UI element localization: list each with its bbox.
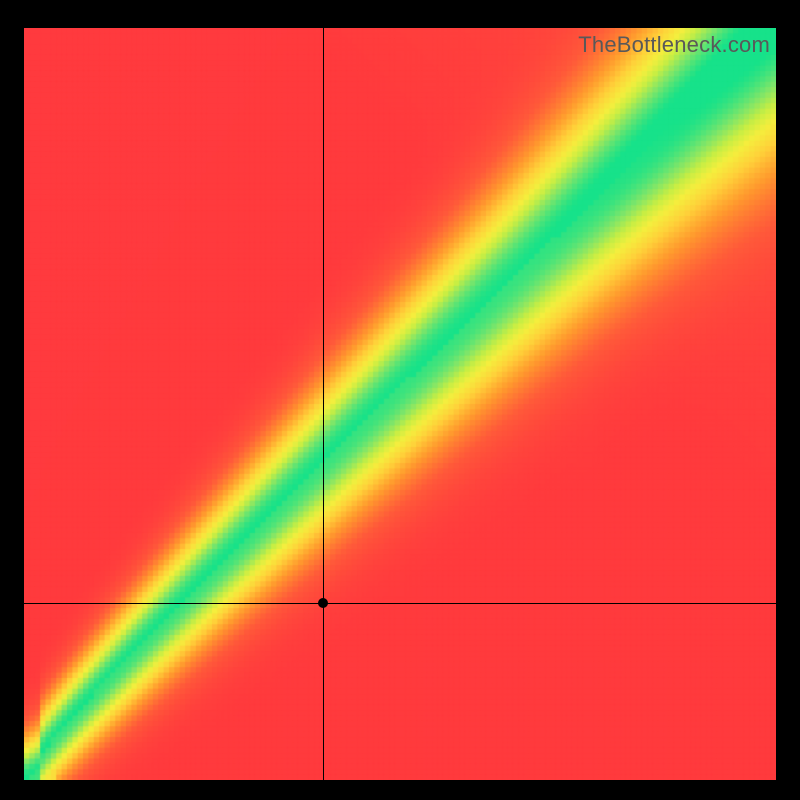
bottleneck-heatmap	[24, 28, 776, 780]
crosshair-horizontal	[24, 603, 776, 604]
watermark-label: TheBottleneck.com	[578, 32, 770, 58]
crosshair-vertical	[323, 28, 324, 780]
figure-root: TheBottleneck.com	[0, 0, 800, 800]
plot-area: TheBottleneck.com	[24, 28, 776, 780]
